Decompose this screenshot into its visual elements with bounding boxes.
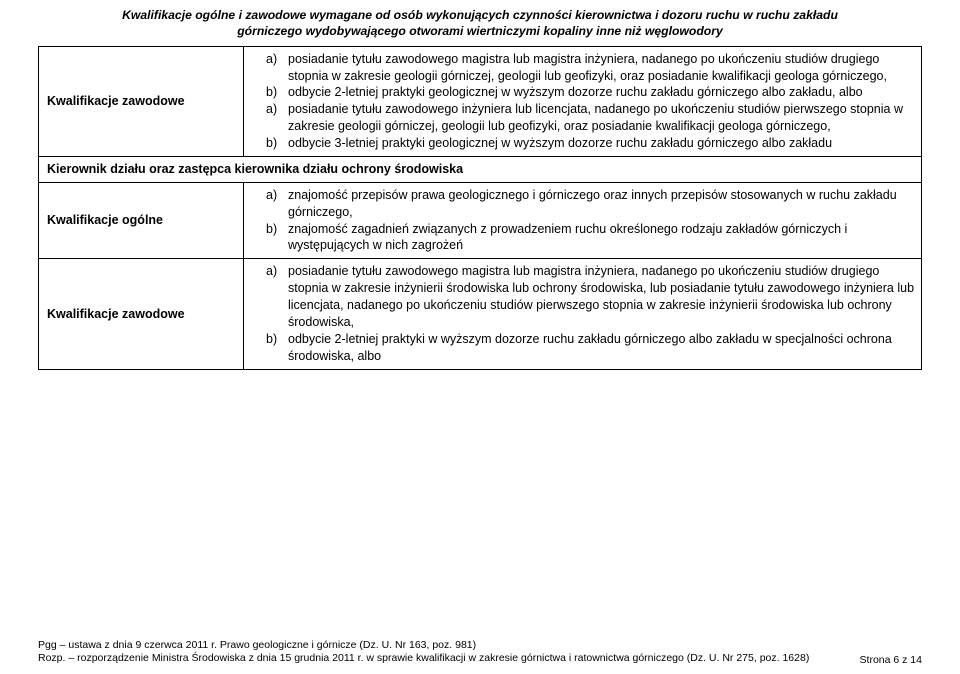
list-marker: a)	[266, 187, 288, 221]
list-text: posiadanie tytułu zawodowego magistra lu…	[288, 263, 915, 331]
list-text: odbycie 3-letniej praktyki geologicznej …	[288, 135, 915, 152]
list-item: a) posiadanie tytułu zawodowego magistra…	[266, 51, 915, 85]
table-row: Kwalifikacje zawodowe a) posiadanie tytu…	[39, 259, 922, 369]
section-heading: Kierownik działu oraz zastępca kierownik…	[39, 156, 922, 182]
list-marker: b)	[266, 135, 288, 152]
list-text: odbycie 2-letniej praktyki geologicznej …	[288, 84, 915, 101]
list-marker: a)	[266, 263, 288, 331]
row-label: Kwalifikacje zawodowe	[39, 259, 244, 369]
list-text: posiadanie tytułu zawodowego magistra lu…	[288, 51, 915, 85]
table-row: Kwalifikacje ogólne a) znajomość przepis…	[39, 182, 922, 259]
list-item: a) posiadanie tytułu zawodowego inżynier…	[266, 101, 915, 135]
page-footer: Pgg – ustawa z dnia 9 czerwca 2011 r. Pr…	[38, 639, 922, 666]
table-row: Kwalifikacje zawodowe a) posiadanie tytu…	[39, 46, 922, 156]
header-line-1: Kwalifikacje ogólne i zawodowe wymagane …	[122, 8, 838, 22]
list-text: posiadanie tytułu zawodowego inżyniera l…	[288, 101, 915, 135]
qualifications-table: Kwalifikacje zawodowe a) posiadanie tytu…	[38, 46, 922, 370]
row-content: a) posiadanie tytułu zawodowego magistra…	[244, 46, 922, 156]
list-text: odbycie 2-letniej praktyki w wyższym doz…	[288, 331, 915, 365]
list-item: b) odbycie 2-letniej praktyki geologiczn…	[266, 84, 915, 101]
list-marker: b)	[266, 331, 288, 365]
page-header: Kwalifikacje ogólne i zawodowe wymagane …	[38, 8, 922, 40]
list-text: znajomość zagadnień związanych z prowadz…	[288, 221, 915, 255]
table-row: Kierownik działu oraz zastępca kierownik…	[39, 156, 922, 182]
document-page: Kwalifikacje ogólne i zawodowe wymagane …	[0, 0, 960, 674]
list-item: b) odbycie 2-letniej praktyki w wyższym …	[266, 331, 915, 365]
list-marker: a)	[266, 101, 288, 135]
footer-line-2: Rozp. – rozporządzenie Ministra Środowis…	[38, 652, 922, 666]
row-content: a) znajomość przepisów prawa geologiczne…	[244, 182, 922, 259]
header-line-2: górniczego wydobywającego otworami wiert…	[237, 24, 723, 38]
footer-line-1: Pgg – ustawa z dnia 9 czerwca 2011 r. Pr…	[38, 639, 922, 653]
list-marker: b)	[266, 84, 288, 101]
list-item: b) odbycie 3-letniej praktyki geologiczn…	[266, 135, 915, 152]
row-label: Kwalifikacje ogólne	[39, 182, 244, 259]
list-marker: b)	[266, 221, 288, 255]
row-label: Kwalifikacje zawodowe	[39, 46, 244, 156]
row-content: a) posiadanie tytułu zawodowego magistra…	[244, 259, 922, 369]
list-text: znajomość przepisów prawa geologicznego …	[288, 187, 915, 221]
list-item: a) znajomość przepisów prawa geologiczne…	[266, 187, 915, 221]
page-number: Strona 6 z 14	[860, 654, 922, 666]
list-item: a) posiadanie tytułu zawodowego magistra…	[266, 263, 915, 331]
list-item: b) znajomość zagadnień związanych z prow…	[266, 221, 915, 255]
list-marker: a)	[266, 51, 288, 85]
